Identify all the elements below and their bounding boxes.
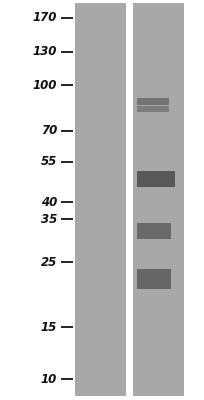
- Text: 170: 170: [33, 11, 57, 24]
- Text: 100: 100: [33, 79, 57, 92]
- Text: 35: 35: [41, 213, 57, 226]
- Text: 10: 10: [41, 373, 57, 386]
- Bar: [137, 171, 175, 187]
- Text: 15: 15: [41, 321, 57, 334]
- Bar: [137, 269, 171, 289]
- Bar: [137, 223, 171, 239]
- Bar: [75, 3, 126, 396]
- Text: 40: 40: [41, 196, 57, 209]
- Bar: [133, 3, 184, 396]
- Bar: [137, 106, 169, 112]
- Bar: [137, 98, 169, 105]
- Text: 70: 70: [41, 124, 57, 137]
- Text: 25: 25: [41, 256, 57, 269]
- Text: 55: 55: [41, 155, 57, 168]
- Text: 130: 130: [33, 45, 57, 58]
